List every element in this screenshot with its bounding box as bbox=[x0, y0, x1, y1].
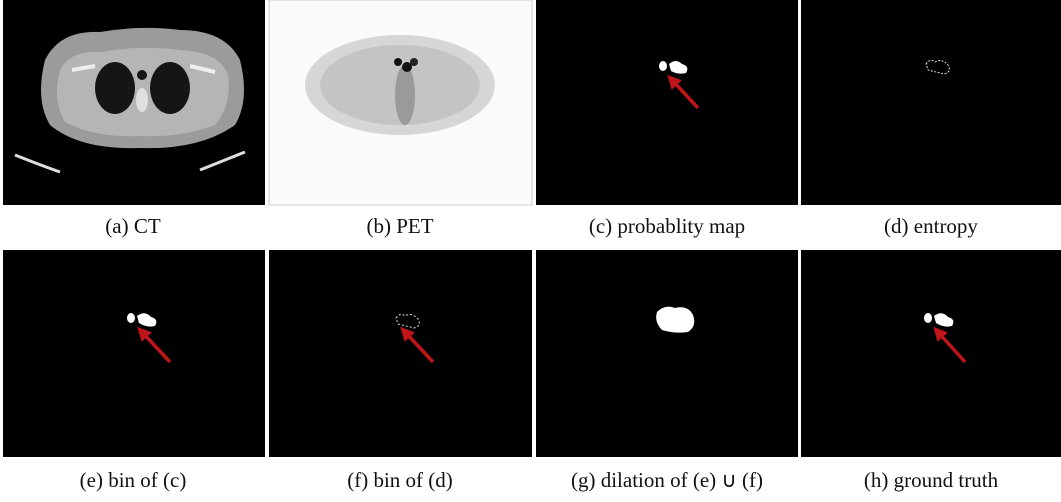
probability-map-image bbox=[536, 0, 798, 205]
bin-d-image bbox=[269, 250, 532, 457]
caption: (d) entropy bbox=[884, 214, 978, 238]
figure: (a) CT (b) PET (c) probablity map (d) en… bbox=[0, 0, 1061, 502]
pet-image bbox=[269, 0, 532, 205]
caption: (h) ground truth bbox=[864, 468, 999, 492]
bin-c-image bbox=[3, 250, 265, 457]
ground-truth-image bbox=[801, 250, 1061, 457]
caption: (c) probablity map bbox=[589, 214, 745, 238]
caption: (f) bin of (d) bbox=[347, 468, 453, 492]
caption: (a) CT bbox=[105, 214, 161, 238]
dilation-image bbox=[536, 250, 798, 457]
ct-image bbox=[3, 0, 265, 205]
caption: (e) bin of (c) bbox=[80, 468, 187, 492]
entropy-image bbox=[801, 0, 1061, 205]
caption: (g) dilation of (e) ∪ (f) bbox=[571, 468, 763, 492]
caption: (b) PET bbox=[366, 214, 433, 238]
